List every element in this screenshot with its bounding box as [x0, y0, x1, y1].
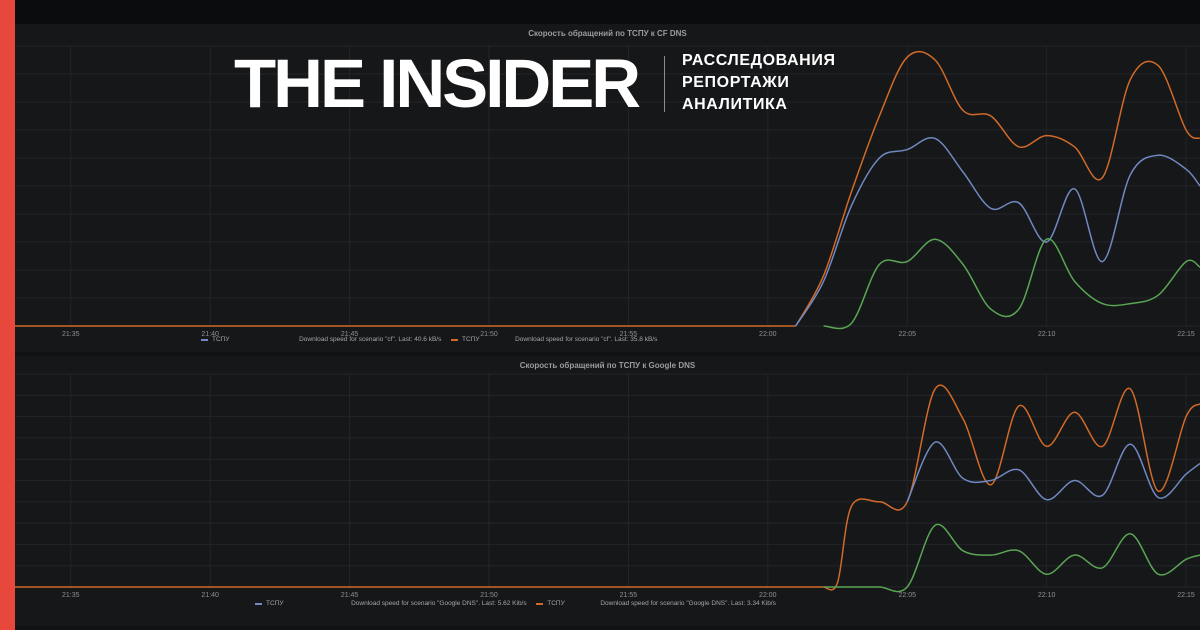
- x-tick-label: 22:05: [898, 331, 916, 338]
- line-chart: 21:35 21:40 21:45 21:50 21:55 22:00 22:05 22:10…: [15, 45, 1200, 338]
- legend-series-name[interactable]: ТСПУ: [462, 336, 480, 343]
- brand-tag: АНАЛИТИКА: [682, 96, 788, 113]
- series-line: [823, 523, 1200, 593]
- brand-logo: THE INSIDER: [234, 45, 641, 122]
- x-tick-label: 22:15: [1177, 592, 1195, 599]
- legend-swatch-orange: [451, 338, 458, 341]
- legend-series-detail: Download speed for scenario "cf". Last: …: [515, 336, 658, 343]
- chart-panel-google-dns: Скорость обращений по ТСПУ к Google DNS …: [15, 356, 1200, 626]
- x-tick-label: 21:40: [201, 592, 219, 599]
- series-line: [906, 441, 1200, 503]
- line-chart: 21:35 21:40 21:45 21:50 21:55 22:00 22:05 22:10…: [15, 373, 1200, 599]
- legend: ТСПУ Download speed for scenario "cf". L…: [201, 336, 657, 343]
- legend-swatch-orange: [536, 602, 544, 605]
- x-tick-label: 21:50: [480, 592, 498, 599]
- legend-series-name[interactable]: ТСПУ: [212, 336, 230, 343]
- brand-tag: РЕПОРТАЖИ: [682, 74, 790, 91]
- top-strip: [15, 0, 1200, 24]
- brand-divider: [664, 56, 665, 112]
- x-tick-label: 22:00: [759, 592, 777, 599]
- x-tick-label: 22:15: [1177, 331, 1195, 338]
- legend: ТСПУ Download speed for scenario "Google…: [255, 600, 776, 607]
- series-line: [823, 384, 1200, 591]
- legend-series-detail: Download speed for scenario "Google DNS"…: [600, 600, 776, 607]
- accent-bar: [0, 0, 15, 630]
- legend-series-name[interactable]: ТСПУ: [266, 600, 284, 607]
- x-tick-label: 22:10: [1038, 592, 1056, 599]
- series-line: [795, 136, 1200, 327]
- legend-series-name[interactable]: ТСПУ: [547, 600, 565, 607]
- x-tick-label: 21:45: [341, 331, 359, 338]
- legend-swatch-blue: [201, 338, 208, 341]
- x-tick-label: 21:40: [201, 331, 219, 338]
- series-line: [823, 238, 1200, 330]
- legend-series-detail: Download speed for scenario "cf". Last: …: [299, 336, 442, 343]
- legend-series-detail: Download speed for scenario "Google DNS"…: [351, 600, 527, 607]
- panel-title: Скорость обращений по ТСПУ к Google DNS: [519, 361, 696, 370]
- x-tick-label: 22:10: [1038, 331, 1056, 338]
- chart-panel-cf-dns: Скорость обращений по ТСПУ к CF DNS 21:3…: [15, 24, 1200, 352]
- brand-tagline: РАССЛЕДОВАНИЯ РЕПОРТАЖИ АНАЛИТИКА: [682, 50, 836, 116]
- x-tick-label: 21:35: [62, 331, 80, 338]
- x-tick-label: 21:55: [620, 592, 638, 599]
- x-tick-label: 21:55: [620, 331, 638, 338]
- x-tick-label: 22:05: [898, 592, 916, 599]
- x-tick-label: 21:45: [341, 592, 359, 599]
- panel-title: Скорость обращений по ТСПУ к CF DNS: [528, 29, 687, 38]
- x-tick-label: 21:35: [62, 592, 80, 599]
- x-tick-label: 22:00: [759, 331, 777, 338]
- series-line: [795, 50, 1200, 327]
- brand-tag: РАССЛЕДОВАНИЯ: [682, 52, 836, 69]
- x-tick-label: 21:50: [480, 331, 498, 338]
- legend-swatch-blue: [255, 602, 262, 605]
